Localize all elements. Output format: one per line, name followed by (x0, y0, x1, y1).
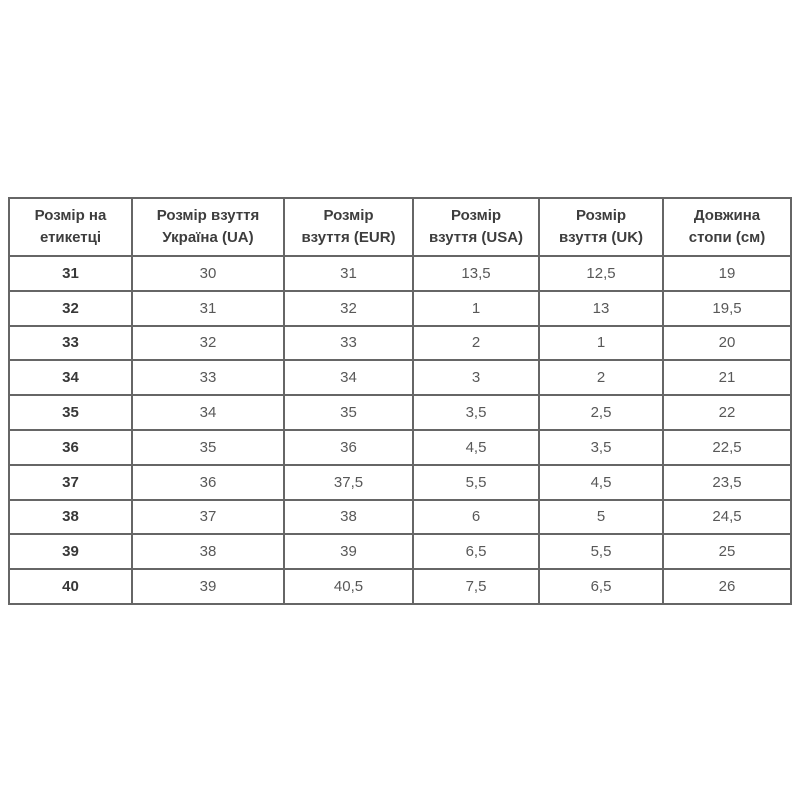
table-cell: 3,5 (538, 428, 664, 466)
table-cell: 1 (538, 324, 664, 362)
table-cell: 5,5 (538, 533, 664, 571)
table-row: 37 36 37,5 5,5 4,5 23,5 (8, 463, 792, 501)
table-cell: 31 (283, 255, 414, 292)
header-usa-size: Розмір взуття (USA) (412, 197, 540, 257)
table-cell: 12,5 (538, 255, 664, 292)
table-cell: 2 (412, 324, 540, 362)
table-row: 36 35 36 4,5 3,5 22,5 (8, 428, 792, 466)
table-cell: 4,5 (538, 463, 664, 501)
table-cell: 34 (283, 359, 414, 397)
table-row: 33 32 33 2 1 20 (8, 324, 792, 362)
table-row: 34 33 34 3 2 21 (8, 359, 792, 397)
table-cell: 13 (538, 289, 664, 327)
table-cell: 39 (131, 568, 285, 605)
shoe-size-conversion-table: Розмір на етикетці Розмір взуття Україна… (8, 197, 792, 605)
table-cell: 20 (662, 324, 792, 362)
table-cell: 22,5 (662, 428, 792, 466)
label-size-cell: 35 (8, 394, 133, 431)
table-cell: 22 (662, 394, 792, 431)
table-cell: 21 (662, 359, 792, 397)
table-cell: 6,5 (412, 533, 540, 571)
header-uk-size: Розмір взуття (UK) (538, 197, 664, 257)
table-cell: 38 (283, 498, 414, 536)
table-cell: 2,5 (538, 394, 664, 431)
table-cell: 34 (131, 394, 285, 431)
label-size-cell: 39 (8, 533, 133, 571)
table-cell: 2 (538, 359, 664, 397)
table-cell: 37,5 (283, 463, 414, 501)
label-size-cell: 40 (8, 568, 133, 605)
label-size-cell: 32 (8, 289, 133, 327)
table-cell: 36 (131, 463, 285, 501)
table-cell: 26 (662, 568, 792, 605)
table-cell: 6,5 (538, 568, 664, 605)
header-eur-size: Розмір взуття (EUR) (283, 197, 414, 257)
table-body: 31 30 31 13,5 12,5 19 32 31 32 1 13 19,5 33 32 33 2 1 20 3… (8, 255, 792, 605)
table-header: Розмір на етикетці Розмір взуття Україна… (8, 197, 792, 257)
label-size-cell: 31 (8, 255, 133, 292)
table-cell: 32 (131, 324, 285, 362)
label-size-cell: 37 (8, 463, 133, 501)
table-cell: 33 (131, 359, 285, 397)
header-row: Розмір на етикетці Розмір взуття Україна… (8, 197, 792, 257)
table-row: 32 31 32 1 13 19,5 (8, 289, 792, 327)
table-cell: 5 (538, 498, 664, 536)
table-cell: 6 (412, 498, 540, 536)
table-cell: 4,5 (412, 428, 540, 466)
table-cell: 1 (412, 289, 540, 327)
table-cell: 37 (131, 498, 285, 536)
table-row: 35 34 35 3,5 2,5 22 (8, 394, 792, 431)
table-row: 38 37 38 6 5 24,5 (8, 498, 792, 536)
table-cell: 3 (412, 359, 540, 397)
table-row: 39 38 39 6,5 5,5 25 (8, 533, 792, 571)
table-cell: 23,5 (662, 463, 792, 501)
table-cell: 38 (131, 533, 285, 571)
table-cell: 19,5 (662, 289, 792, 327)
table-cell: 35 (131, 428, 285, 466)
label-size-cell: 34 (8, 359, 133, 397)
header-foot-length: Довжина стопи (см) (662, 197, 792, 257)
table-cell: 25 (662, 533, 792, 571)
table-cell: 36 (283, 428, 414, 466)
table-cell: 33 (283, 324, 414, 362)
table-cell: 39 (283, 533, 414, 571)
table-cell: 40,5 (283, 568, 414, 605)
table-cell: 19 (662, 255, 792, 292)
table-cell: 3,5 (412, 394, 540, 431)
label-size-cell: 36 (8, 428, 133, 466)
table-cell: 7,5 (412, 568, 540, 605)
table-cell: 5,5 (412, 463, 540, 501)
table-row: 31 30 31 13,5 12,5 19 (8, 255, 792, 292)
header-ua-size: Розмір взуття Україна (UA) (131, 197, 285, 257)
table-cell: 35 (283, 394, 414, 431)
label-size-cell: 33 (8, 324, 133, 362)
table-cell: 31 (131, 289, 285, 327)
table-cell: 30 (131, 255, 285, 292)
table-cell: 13,5 (412, 255, 540, 292)
header-label-size: Розмір на етикетці (8, 197, 133, 257)
table-cell: 32 (283, 289, 414, 327)
label-size-cell: 38 (8, 498, 133, 536)
table-cell: 24,5 (662, 498, 792, 536)
table-row: 40 39 40,5 7,5 6,5 26 (8, 568, 792, 605)
